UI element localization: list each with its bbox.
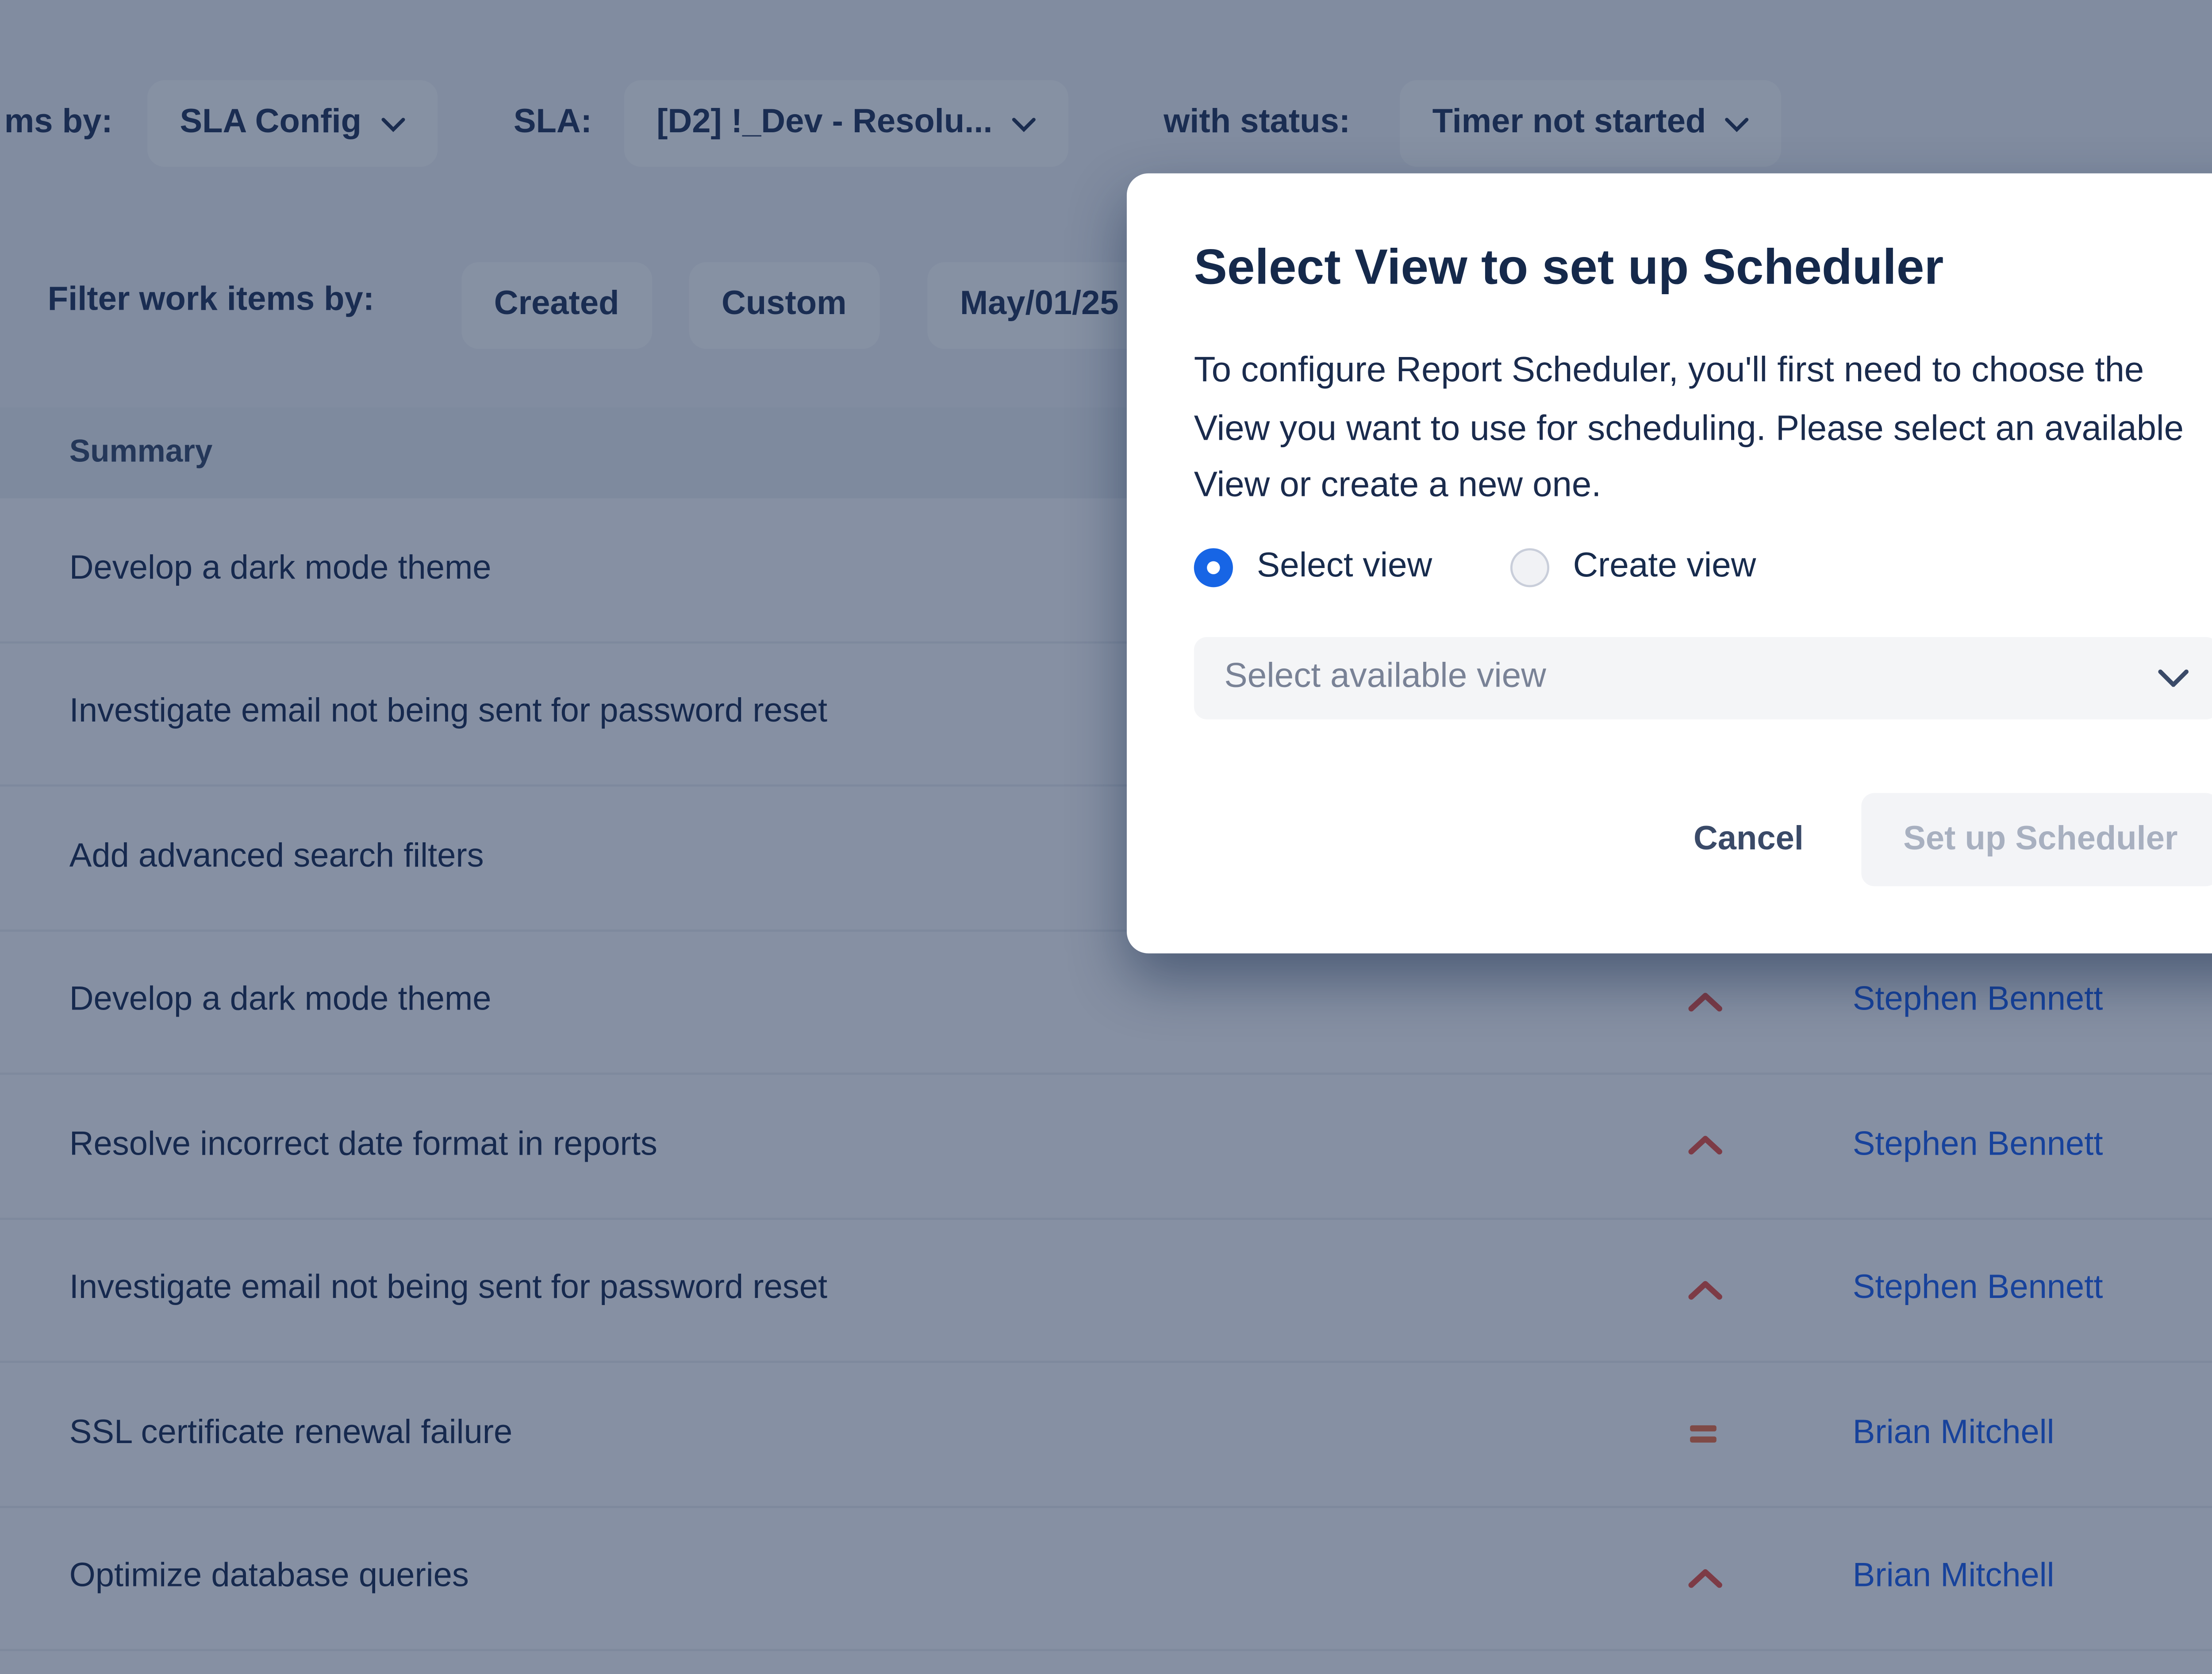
work-item-summary: Develop a dark mode theme bbox=[69, 549, 492, 587]
table-row[interactable]: Resolve incorrect date format in reports… bbox=[0, 1075, 2212, 1219]
sla-config-dropdown-label: SLA Config bbox=[180, 104, 361, 141]
radio-create-view-label: Create view bbox=[1573, 548, 1756, 585]
work-item-summary: Investigate email not being sent for pas… bbox=[69, 694, 828, 731]
priority-highest-icon bbox=[1688, 1075, 1723, 1217]
available-view-select[interactable]: Select available view bbox=[1194, 636, 2212, 719]
work-item-summary: Develop a dark mode theme bbox=[69, 982, 492, 1019]
with-status-label: with status: bbox=[1164, 104, 1351, 141]
table-row[interactable]: Investigate email not being sent for pas… bbox=[0, 642, 2212, 787]
sla-value-dropdown-label: [D2] !_Dev - Resolu... bbox=[657, 104, 993, 141]
table-row[interactable]: Develop a dark mode theme Stephen Bennet… bbox=[0, 931, 2212, 1075]
status-filter-dropdown-label: Timer not started bbox=[1432, 104, 1706, 141]
work-item-summary: Investigate email not being sent for pas… bbox=[69, 1270, 828, 1307]
chevron-down-icon bbox=[2158, 669, 2189, 687]
modal-description: To configure Report Scheduler, you'll fi… bbox=[1194, 351, 2184, 506]
filter-chip-date-range-label: May/01/25 bbox=[960, 286, 1119, 323]
chevron-down-icon bbox=[1725, 116, 1749, 131]
filter-chip-created[interactable]: Created bbox=[461, 262, 652, 349]
filter-chip-custom-label: Custom bbox=[722, 286, 847, 323]
table-row[interactable]: Add advanced search filters ON HOLD Crit… bbox=[0, 787, 2212, 931]
scheduler-setup-modal: Select View to set up Scheduler To confi… bbox=[1126, 173, 2212, 954]
work-item-summary: SSL certificate renewal failure bbox=[69, 1414, 513, 1451]
available-view-select-placeholder: Select available view bbox=[1224, 658, 1546, 695]
table-header-row: Summary Status ↓ !_Dev - Resolution ti bbox=[0, 407, 2212, 499]
sla-label: SLA: bbox=[513, 104, 592, 141]
set-up-scheduler-button[interactable]: Set up Scheduler bbox=[1862, 793, 2212, 887]
filter-chip-custom[interactable]: Custom bbox=[689, 262, 879, 349]
modal-title: Select View to set up Scheduler bbox=[1194, 238, 1944, 295]
radio-create-view[interactable]: Create view bbox=[1510, 548, 1756, 587]
radio-select-view[interactable]: Select view bbox=[1194, 548, 1432, 587]
column-header-summary[interactable]: Summary bbox=[69, 435, 213, 470]
view-mode-radio-group: Select view Create view bbox=[1194, 548, 2212, 587]
work-item-summary: Resolve incorrect date format in reports bbox=[69, 1126, 657, 1163]
priority-highest-icon bbox=[1688, 931, 1723, 1073]
table-row[interactable]: Optimize database queries Brian Mitchell… bbox=[0, 1507, 2212, 1651]
sla-value-dropdown[interactable]: [D2] !_Dev - Resolu... bbox=[624, 80, 1068, 167]
table-row[interactable]: SSL certificate renewal failure Brian Mi… bbox=[0, 1363, 2212, 1507]
work-item-summary: Optimize database queries bbox=[69, 1558, 469, 1596]
work-item-summary: Add advanced search filters bbox=[69, 838, 484, 875]
radio-unselected-icon bbox=[1510, 548, 1549, 587]
priority-highest-icon bbox=[1688, 1507, 1723, 1649]
assignee-link[interactable]: Brian Mitchell bbox=[1852, 1414, 2055, 1451]
items-by-label: ms by: bbox=[4, 104, 113, 141]
priority-highest-icon bbox=[1688, 1219, 1723, 1361]
priority-medium-icon bbox=[1688, 1363, 1720, 1505]
chevron-down-icon bbox=[381, 116, 405, 131]
radio-select-view-label: Select view bbox=[1256, 548, 1432, 585]
assignee-link[interactable]: Stephen Bennett bbox=[1852, 982, 2103, 1019]
sla-config-dropdown[interactable]: SLA Config bbox=[147, 80, 438, 167]
filter-work-items-label: Filter work items by: bbox=[47, 281, 375, 319]
assignee-link[interactable]: Stephen Bennett bbox=[1852, 1126, 2103, 1163]
assignee-link[interactable]: Brian Mitchell bbox=[1852, 1558, 2055, 1596]
table-row[interactable]: Investigate email not being sent for pas… bbox=[0, 1219, 2212, 1363]
filter-chip-created-label: Created bbox=[494, 286, 619, 323]
chevron-down-icon bbox=[1012, 116, 1036, 131]
assignee-link[interactable]: Stephen Bennett bbox=[1852, 1270, 2103, 1307]
status-filter-dropdown[interactable]: Timer not started bbox=[1400, 80, 1782, 167]
modal-footer: Cancel Set up Scheduler bbox=[1694, 793, 2212, 887]
table-body: Develop a dark mode theme ON HOLD Critic… bbox=[0, 499, 2212, 1674]
cancel-button[interactable]: Cancel bbox=[1694, 820, 1804, 859]
table-row[interactable]: Develop a dark mode theme ON HOLD Critic… bbox=[0, 499, 2212, 643]
top-toolbar: ms by: SLA Config SLA: [D2] !_Dev - Reso… bbox=[0, 0, 2212, 208]
radio-selected-icon bbox=[1194, 548, 1233, 587]
